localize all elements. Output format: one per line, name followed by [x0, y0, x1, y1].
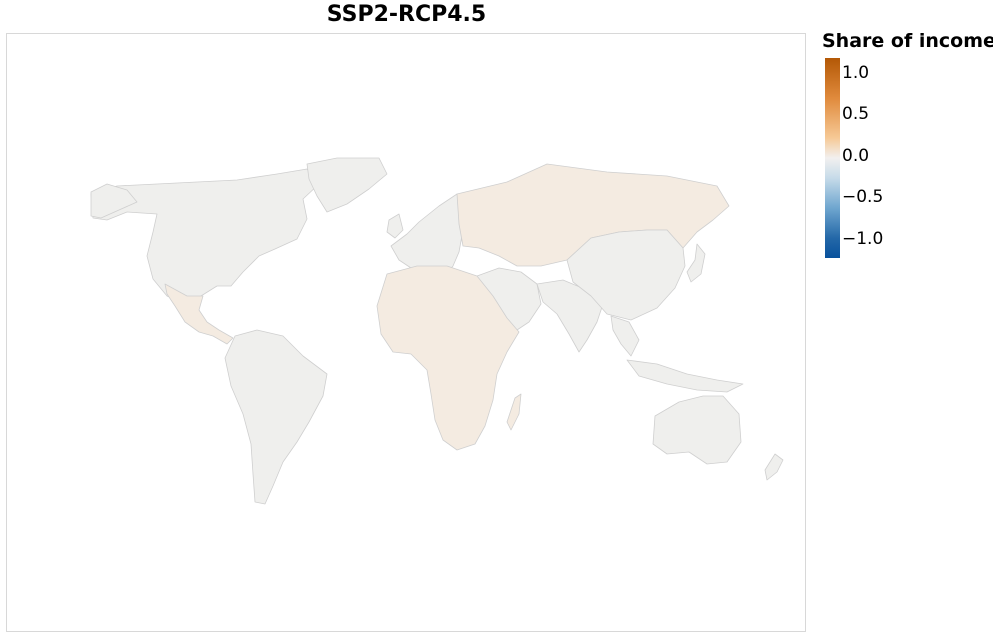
colorbar-tick-label: −0.5	[842, 187, 884, 207]
map-plot-area[interactable]	[6, 33, 806, 632]
colorbar	[825, 58, 840, 258]
region-greenland[interactable]	[306, 157, 388, 213]
region-africa[interactable]	[376, 265, 520, 451]
region-southeast-asia[interactable]	[610, 315, 744, 393]
world-map	[90, 157, 784, 505]
colorbar-tick-label: −1.0	[842, 229, 884, 249]
region-china-east-asia[interactable]	[566, 229, 686, 321]
region-north-america[interactable]	[90, 168, 320, 305]
region-new-zealand[interactable]	[764, 453, 784, 481]
region-alaska[interactable]	[90, 183, 138, 219]
region-uk-ireland[interactable]	[386, 213, 404, 239]
colorbar-tick-label: 1.0	[842, 63, 870, 83]
region-madagascar[interactable]	[506, 393, 522, 431]
legend-title: Share of income	[822, 30, 993, 52]
map-title: SSP2-RCP4.5	[326, 2, 487, 27]
region-australia[interactable]	[652, 395, 742, 465]
region-mexico-central-america[interactable]	[164, 283, 234, 345]
region-japan[interactable]	[686, 243, 706, 283]
region-south-america[interactable]	[224, 329, 328, 505]
colorbar-tick-label: 0.0	[842, 146, 870, 166]
colorbar-tick-label: 0.5	[842, 104, 870, 124]
